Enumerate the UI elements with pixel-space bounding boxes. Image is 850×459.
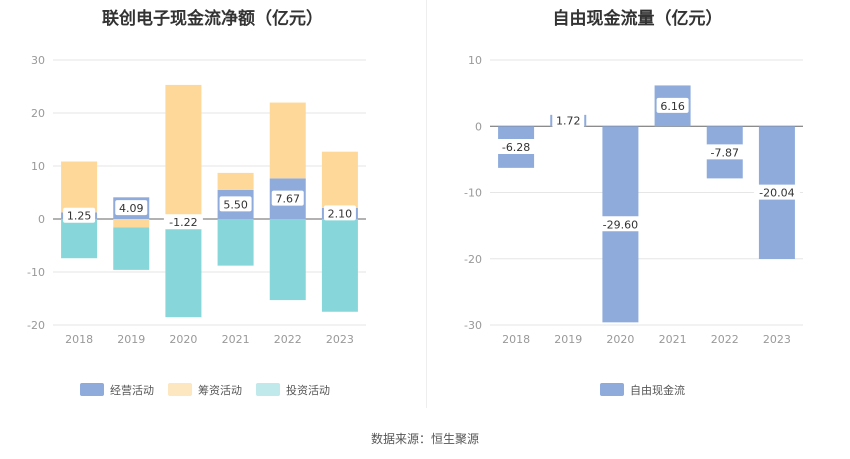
data-label-2021: 5.50	[219, 196, 252, 212]
legend-label: 经营活动	[110, 383, 154, 397]
bar-筹资活动-2019	[113, 219, 150, 228]
bar-投资活动-2018	[61, 219, 98, 259]
data-label-bg	[496, 139, 536, 155]
data-label-2020: -1.22	[163, 214, 203, 230]
bar-筹资活动-2021	[217, 172, 254, 190]
y-tick-label: -10	[464, 187, 482, 200]
legend-swatch	[168, 383, 192, 396]
data-label-2019: 1.72	[552, 112, 585, 128]
y-tick-label: -10	[27, 266, 45, 279]
data-label-text: -7.87	[711, 146, 739, 159]
bar-投资活动-2023	[321, 219, 358, 312]
data-label-bg	[219, 196, 252, 212]
chart-1: -20 -10 0 10 20 30 2018 2019 2020 2021 2022 2023 1.2…	[27, 54, 366, 397]
data-label-text: -20.04	[759, 187, 794, 200]
y-tick-label: 20	[31, 107, 45, 120]
legend-item-投资活动[interactable]: 投资活动	[256, 383, 330, 397]
legend-swatch	[256, 383, 280, 396]
legend-swatch	[600, 383, 624, 396]
data-label-2023: 2.10	[323, 205, 356, 221]
charts-canvas: -20 -10 0 10 20 30 2018 2019 2020 2021 2022 2023 1.2…	[27, 54, 803, 397]
bar-投资活动-2022	[269, 219, 306, 301]
x-tick-label: 2019	[117, 333, 145, 346]
data-label-text: 6.16	[660, 100, 685, 113]
data-label-2018: 1.25	[63, 207, 96, 223]
y-tick-label: -30	[464, 319, 482, 332]
bar-筹资活动-2022	[269, 102, 306, 179]
bar-筹资活动-2018	[61, 161, 98, 213]
bar-投资活动-2021	[217, 219, 254, 266]
data-label-bg	[552, 112, 585, 128]
data-label-2022: 7.67	[271, 190, 304, 206]
y-tick-label: 30	[31, 54, 45, 67]
x-tick-label: 2021	[659, 333, 687, 346]
data-label-2018: -6.28	[496, 139, 536, 155]
data-label-text: 1.25	[67, 210, 92, 223]
bar-投资活动-2020	[165, 225, 202, 318]
data-label-text: -1.22	[169, 216, 197, 229]
data-label-text: -29.60	[603, 218, 638, 231]
x-tick-label: 2020	[606, 333, 634, 346]
x-tick-label: 2022	[274, 333, 302, 346]
y-tick-label: -20	[464, 253, 482, 266]
legend-item-筹资活动[interactable]: 筹资活动	[168, 383, 242, 397]
y-tick-label: 10	[468, 54, 482, 67]
x-tick-label: 2023	[763, 333, 791, 346]
legend-label: 投资活动	[286, 383, 330, 397]
data-label-bg	[705, 144, 745, 160]
x-tick-label: 2023	[326, 333, 354, 346]
x-tick-label: 2022	[711, 333, 739, 346]
chart-2: -30 -20 -10 0 10 2018 2019 2020 2021 2022 2023 -6.2…	[464, 54, 803, 397]
legend-label: 筹资活动	[198, 383, 242, 397]
chart-divider	[426, 0, 427, 408]
data-label-text: 4.09	[119, 202, 144, 215]
data-label-2021: 6.16	[656, 97, 689, 113]
legend-label: 自由现金流	[630, 383, 685, 397]
bar-投资活动-2019	[113, 227, 150, 270]
y-tick-label: 0	[38, 213, 45, 226]
legend-item-自由现金流[interactable]: 自由现金流	[600, 383, 685, 397]
data-label-text: 1.72	[556, 115, 581, 128]
x-tick-label: 2019	[554, 333, 582, 346]
data-label-bg	[656, 97, 689, 113]
data-label-bg	[163, 214, 203, 230]
right-chart-title: 自由现金流量（亿元）	[552, 9, 723, 29]
legend-swatch	[80, 383, 104, 396]
x-tick-label: 2020	[169, 333, 197, 346]
data-label-2020: -29.60	[597, 216, 644, 232]
bar-筹资活动-2020	[165, 84, 202, 219]
x-tick-label: 2018	[65, 333, 93, 346]
data-label-2019: 4.09	[115, 200, 148, 216]
data-label-bg	[323, 205, 356, 221]
data-label-bg	[63, 207, 96, 223]
data-label-2023: -20.04	[753, 184, 800, 200]
data-label-text: -6.28	[502, 141, 530, 154]
data-label-text: 5.50	[223, 198, 248, 211]
data-label-bg	[115, 200, 148, 216]
x-tick-label: 2018	[502, 333, 530, 346]
bar-筹资活动-2023	[321, 151, 358, 208]
left-chart-title: 联创电子现金流净额（亿元）	[102, 9, 323, 29]
y-tick-label: 0	[475, 120, 482, 133]
data-label-bg	[271, 190, 304, 206]
data-label-text: 2.10	[328, 207, 353, 220]
data-label-2022: -7.87	[705, 144, 745, 160]
x-tick-label: 2021	[222, 333, 250, 346]
y-tick-label: 10	[31, 160, 45, 173]
data-label-bg	[597, 216, 644, 232]
source-label: 数据来源：恒生聚源	[370, 432, 479, 446]
data-label-text: 7.67	[276, 193, 301, 206]
data-label-bg	[753, 184, 800, 200]
legend-item-经营活动[interactable]: 经营活动	[80, 383, 154, 397]
y-tick-label: -20	[27, 319, 45, 332]
